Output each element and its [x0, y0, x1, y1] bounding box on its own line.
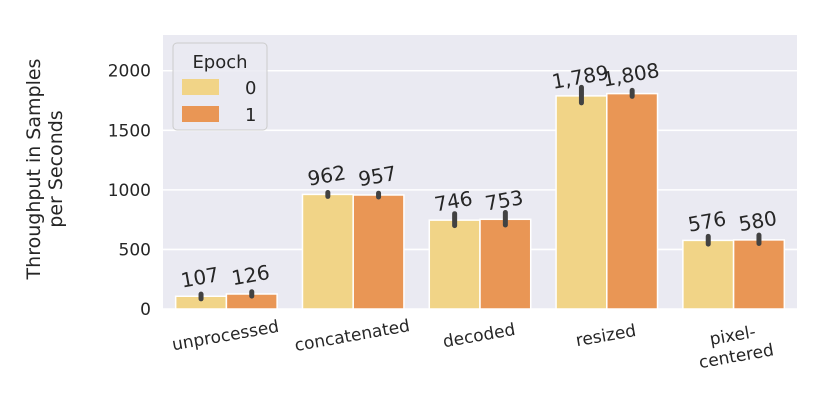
- y-tick-label: 1500: [108, 121, 151, 141]
- y-axis-label: Throughput in Samplesper Seconds: [23, 59, 67, 281]
- bar: [682, 239, 735, 310]
- y-tick-label: 500: [119, 240, 151, 260]
- y-tick-label: 0: [140, 300, 151, 320]
- legend-entry: 0: [245, 78, 256, 99]
- bar: [352, 194, 405, 310]
- y-tick-label: 2000: [108, 62, 151, 82]
- bars: [174, 92, 786, 310]
- error-bars: [198, 84, 762, 302]
- legend-swatch: [182, 106, 219, 122]
- legend-entry: 1: [245, 105, 256, 126]
- x-tick-label: concatenated: [293, 316, 411, 356]
- y-tick-label: 1000: [108, 181, 151, 201]
- bar: [606, 92, 659, 310]
- bar: [428, 219, 481, 310]
- bar: [555, 95, 608, 310]
- legend-swatch: [182, 79, 219, 95]
- x-tick-label: resized: [574, 321, 637, 351]
- x-tick-label: pixel-centered: [694, 320, 776, 374]
- y-axis-ticks: 0 500 1000 1500 2000: [108, 62, 151, 320]
- legend-title: Epoch: [192, 52, 247, 73]
- x-axis-ticks: unprocessed concatenated decoded resized pix…: [171, 316, 776, 373]
- x-tick-label: unprocessed: [171, 317, 281, 355]
- bar: [479, 218, 532, 310]
- x-tick-label: decoded: [441, 320, 516, 352]
- y-axis-title: Throughput in Samplesper Seconds: [23, 59, 67, 281]
- legend: Epoch 0 1: [172, 42, 268, 131]
- bar: [732, 239, 786, 310]
- bar: [301, 193, 354, 310]
